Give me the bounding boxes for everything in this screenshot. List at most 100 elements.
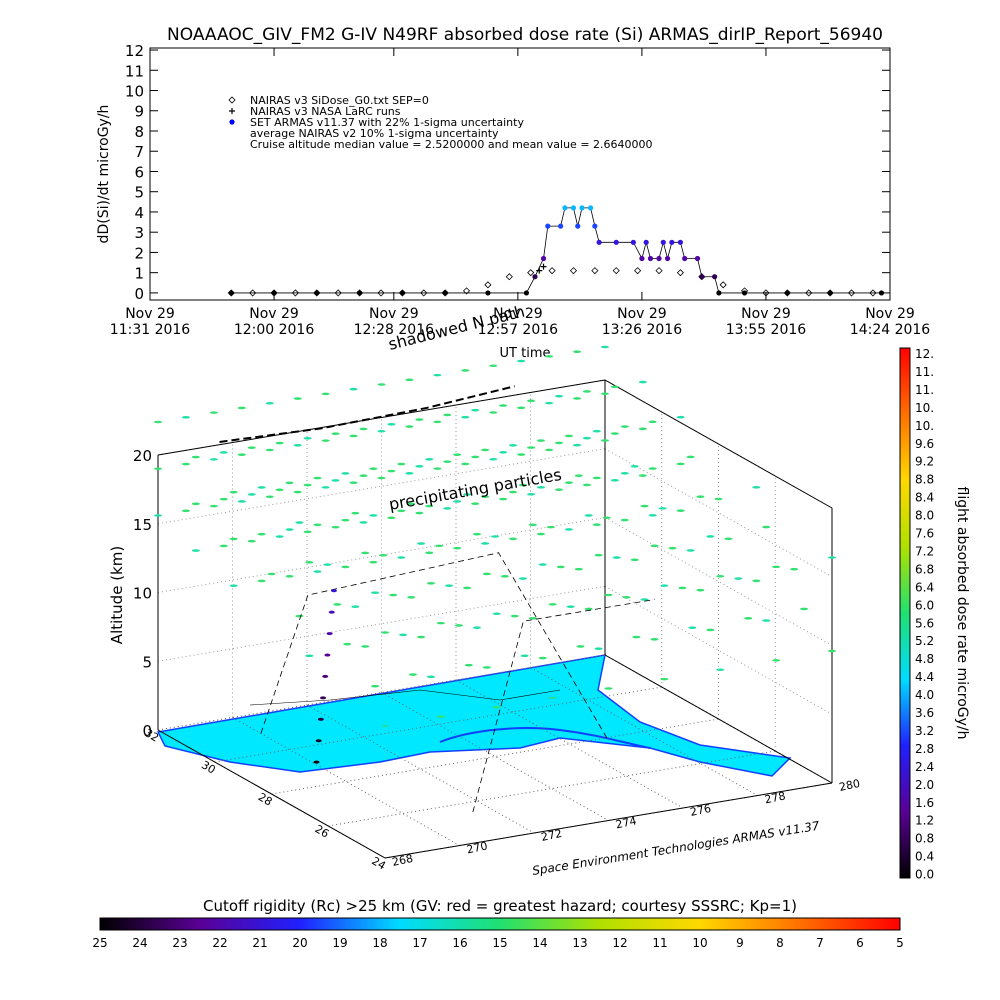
dose-colorbar-label: 0.4 xyxy=(915,850,934,864)
dot-marker xyxy=(656,255,662,262)
dose-colorbar-label: 4.4 xyxy=(915,670,934,684)
particle-mark xyxy=(762,619,771,622)
particle-mark xyxy=(650,638,659,641)
y-tick-label: 11 xyxy=(125,62,144,80)
y-tick-label: 6 xyxy=(134,163,144,181)
diamond-marker xyxy=(634,267,642,275)
lon-tick-label: 276 xyxy=(689,802,712,819)
diamond-marker xyxy=(676,269,684,277)
particle-mark xyxy=(604,687,613,690)
particle-mark xyxy=(237,500,246,503)
dose-colorbar-label: 11. xyxy=(915,383,934,397)
cutoff-colorbar-label: 24 xyxy=(132,936,147,950)
particle-mark xyxy=(463,586,472,590)
particle-mark xyxy=(564,481,573,484)
cutoff-colorbar-label: 20 xyxy=(292,936,307,950)
x-tick-label: Nov 29 12:28 2016 xyxy=(353,306,435,338)
lat-tick-label: 24 xyxy=(369,854,388,872)
dot-marker xyxy=(712,274,718,280)
diamond-marker xyxy=(719,281,727,289)
lat-tick-label: 26 xyxy=(313,822,332,840)
particle-mark xyxy=(489,411,498,414)
particle-mark xyxy=(229,584,238,587)
particle-mark xyxy=(528,523,537,527)
particle-mark xyxy=(620,518,629,522)
particle-mark xyxy=(436,715,445,718)
particle-mark xyxy=(321,486,330,489)
particle-mark xyxy=(285,481,294,485)
descent-mark xyxy=(317,717,324,721)
particle-mark xyxy=(601,345,609,349)
particle-mark xyxy=(752,486,761,489)
y-tick-label: 9 xyxy=(134,103,144,121)
dose-colorbar-label: 4.8 xyxy=(915,652,934,666)
dot-marker xyxy=(271,290,277,296)
dose-colorbar-label: 5.6 xyxy=(915,616,934,630)
y-tick-label: 0 xyxy=(134,285,144,303)
particle-mark xyxy=(650,544,659,548)
particle-mark xyxy=(800,607,809,611)
lon-tick-label: 268 xyxy=(391,852,414,869)
y-tick-label: 4 xyxy=(134,204,144,222)
particle-mark xyxy=(482,666,491,669)
particle-mark xyxy=(509,443,518,447)
particle-mark xyxy=(371,684,380,688)
particle-mark xyxy=(426,582,435,585)
particle-mark xyxy=(275,488,284,492)
particle-mark xyxy=(509,490,518,494)
particle-mark xyxy=(247,539,256,543)
particle-mark xyxy=(209,458,218,461)
state-border xyxy=(249,689,561,706)
particle-mark xyxy=(772,659,781,662)
particle-mark xyxy=(257,486,266,489)
box-edge xyxy=(604,379,833,509)
particle-mark xyxy=(293,397,302,400)
particle-mark xyxy=(349,481,358,484)
particle-mark xyxy=(443,507,452,510)
dot-marker xyxy=(694,255,701,262)
flight-track xyxy=(219,385,515,443)
particle-mark xyxy=(706,628,715,632)
dot-marker xyxy=(579,205,585,211)
dot-marker xyxy=(664,255,671,262)
y-tick-label: 2 xyxy=(134,244,144,262)
y-axis-label: dD(Si)/dt microGy/h xyxy=(96,105,112,244)
particle-mark xyxy=(371,591,380,595)
dose-colorbar-label: 6.4 xyxy=(915,580,934,594)
particle-mark xyxy=(341,518,350,522)
particle-mark xyxy=(716,574,725,578)
particle-mark xyxy=(668,546,677,550)
particle-mark xyxy=(343,642,352,646)
particle-mark xyxy=(295,614,304,618)
particle-mark xyxy=(566,605,575,608)
y-tick-label: 7 xyxy=(134,143,144,161)
particle-mark xyxy=(762,525,771,529)
y-tick-label: 1 xyxy=(134,265,144,283)
particle-mark xyxy=(676,415,685,419)
z-tick-label: 0 xyxy=(142,722,152,740)
particle-mark xyxy=(538,563,547,566)
particle-mark xyxy=(676,462,685,466)
dot-marker xyxy=(575,223,581,229)
particle-mark xyxy=(638,427,647,431)
plus-marker xyxy=(229,108,235,114)
particle-mark xyxy=(491,535,499,538)
particle-mark xyxy=(415,511,424,515)
lon-tick-label: 272 xyxy=(540,827,563,844)
particle-mark xyxy=(389,593,398,597)
x-tick-label: Nov 29 12:00 2016 xyxy=(233,306,315,338)
dot-marker xyxy=(228,290,234,296)
particle-mark xyxy=(592,476,601,480)
particle-mark xyxy=(303,530,312,534)
particle-mark xyxy=(426,675,435,679)
dose-colorbar-label: 4.0 xyxy=(915,688,934,702)
particle-mark xyxy=(706,535,715,538)
particle-mark xyxy=(555,488,564,491)
particle-mark xyxy=(313,523,322,527)
x-tick-label: Nov 29 13:26 2016 xyxy=(601,306,683,338)
dot-marker xyxy=(592,223,598,229)
particle-mark xyxy=(331,525,340,529)
dot-marker xyxy=(878,290,885,296)
dose-colorbar-title: flight absorbed dose rate microGy/h xyxy=(954,487,970,740)
particle-mark xyxy=(573,350,582,353)
